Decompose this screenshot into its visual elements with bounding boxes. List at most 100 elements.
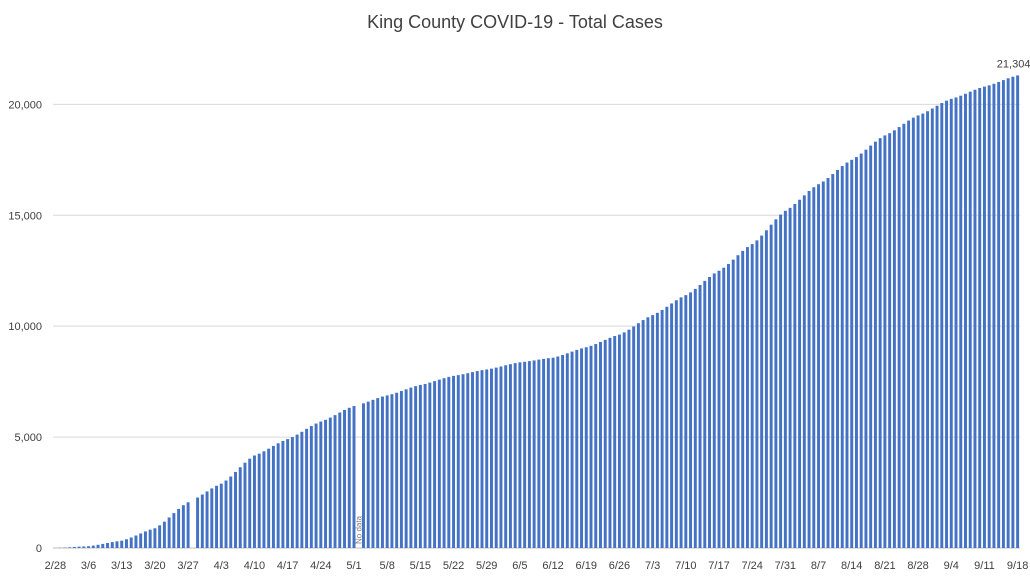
bar <box>537 359 541 548</box>
x-tick-label: 9/4 <box>944 560 959 572</box>
bar <box>518 362 522 548</box>
bar <box>376 398 380 548</box>
bar <box>693 288 697 548</box>
x-tick-label: 2/28 <box>45 560 66 572</box>
bar <box>167 517 171 548</box>
bar <box>812 187 816 548</box>
bar <box>494 367 498 548</box>
bar <box>219 483 223 548</box>
x-tick-label: 8/14 <box>841 560 862 572</box>
x-tick-label: 8/7 <box>811 560 826 572</box>
bar <box>234 471 237 548</box>
bar <box>854 157 858 548</box>
bar <box>390 394 394 548</box>
bar <box>589 345 593 548</box>
bar <box>257 453 261 548</box>
bar <box>87 546 91 548</box>
bar <box>200 494 204 548</box>
bar <box>636 323 640 548</box>
bar <box>551 357 555 548</box>
bar <box>1006 78 1010 549</box>
bar <box>622 332 626 548</box>
bar <box>172 513 176 548</box>
y-tick-label: 10,000 <box>8 321 42 333</box>
bar <box>158 525 162 548</box>
bar <box>262 451 266 548</box>
bar <box>954 97 958 548</box>
bar <box>215 485 219 548</box>
bar <box>684 295 688 548</box>
bar <box>921 113 925 548</box>
bar <box>532 360 536 548</box>
bar <box>997 81 1001 549</box>
bar <box>452 375 456 548</box>
x-tick-label: 3/13 <box>111 560 132 572</box>
bar <box>101 543 105 548</box>
bar <box>916 115 920 548</box>
bar <box>210 488 214 548</box>
bar <box>935 105 939 549</box>
bar <box>490 368 493 548</box>
bar <box>404 389 408 548</box>
x-tick-label: 9/18 <box>1007 560 1028 572</box>
bar <box>1016 75 1020 548</box>
x-tick-label: 6/19 <box>576 560 597 572</box>
bar <box>153 528 157 548</box>
no-data-annotation: No data <box>355 515 364 544</box>
bar <box>722 267 726 548</box>
bar <box>826 177 830 549</box>
bar <box>395 392 399 548</box>
bar <box>366 401 370 548</box>
bar <box>570 351 574 548</box>
bar <box>290 437 294 548</box>
bar <box>91 545 95 548</box>
bar <box>575 349 579 548</box>
bar <box>224 480 228 548</box>
bar <box>987 85 991 548</box>
bar <box>769 224 773 548</box>
x-tick-label: 5/8 <box>380 560 395 572</box>
bar <box>319 421 323 548</box>
bar <box>869 145 873 548</box>
bar <box>139 533 143 548</box>
bar <box>750 244 754 549</box>
bar <box>252 455 256 548</box>
bar <box>755 240 759 548</box>
bar <box>338 412 342 548</box>
bar <box>670 303 674 548</box>
bar <box>437 379 441 548</box>
bar <box>324 419 328 548</box>
bar <box>608 337 612 548</box>
bar <box>542 358 546 548</box>
bar <box>300 431 304 548</box>
x-tick-label: 4/17 <box>277 560 298 572</box>
bar <box>343 410 346 548</box>
bar <box>964 93 967 549</box>
bar <box>807 191 811 548</box>
bar <box>845 162 849 549</box>
bar <box>286 439 290 548</box>
x-tick-label: 5/22 <box>443 560 464 572</box>
y-axis-tick-labels: 0 5,000 10,000 15,000 20,000 <box>8 99 42 555</box>
bar <box>513 363 517 548</box>
bar <box>414 386 418 548</box>
bar <box>546 358 550 548</box>
bar <box>281 440 285 548</box>
chart-title: King County COVID-19 - Total Cases <box>367 12 663 32</box>
bar <box>613 336 617 548</box>
bar <box>774 219 778 548</box>
bar <box>736 255 740 548</box>
bar <box>978 87 982 549</box>
bar <box>911 117 915 548</box>
bar <box>982 86 986 549</box>
bar <box>764 230 768 548</box>
bar <box>115 541 119 548</box>
bar <box>689 292 693 548</box>
y-tick-label: 5,000 <box>14 432 42 444</box>
x-tick-label: 3/20 <box>144 560 165 572</box>
bar <box>907 120 911 548</box>
bar <box>817 184 821 548</box>
bar <box>475 371 479 548</box>
x-tick-label: 5/1 <box>346 560 361 572</box>
bar <box>82 546 86 548</box>
